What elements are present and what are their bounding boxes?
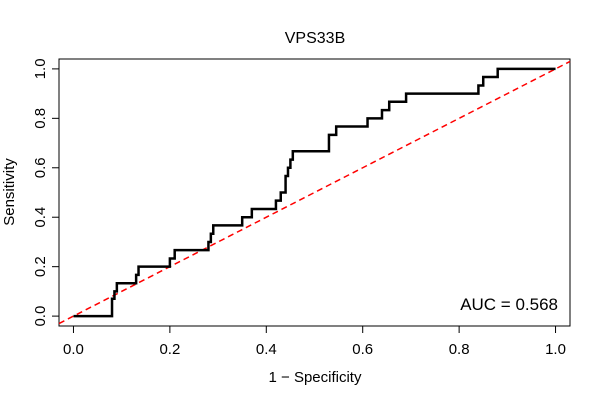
- x-tick-label: 1.0: [545, 341, 566, 358]
- x-tick-label: 0.6: [352, 341, 373, 358]
- x-axis: 0.0 0.2 0.4 0.6 0.8 1.0: [63, 325, 566, 358]
- y-tick-label: 0.2: [32, 256, 49, 277]
- auc-annotation: AUC = 0.568: [460, 295, 558, 314]
- y-tick-label: 0.8: [32, 108, 49, 129]
- x-tick-label: 0.8: [449, 341, 470, 358]
- y-axis-label: Sensitivity: [1, 158, 18, 226]
- x-tick-label: 0.0: [63, 341, 84, 358]
- y-tick-label: 0.4: [32, 207, 49, 228]
- series-group: [73, 67, 556, 318]
- plot-frame: [58, 58, 571, 327]
- roc-curve-line: [73, 67, 556, 318]
- y-tick-label: 1.0: [32, 58, 49, 79]
- x-tick-label: 0.4: [256, 341, 277, 358]
- y-axis: 0.0 0.2 0.4 0.6 0.8 1.0: [32, 58, 60, 327]
- chart-title: VPS33B: [285, 30, 345, 47]
- x-tick-label: 0.2: [159, 341, 180, 358]
- y-tick-label: 0.6: [32, 157, 49, 178]
- reference-diagonal-line: [58, 60, 571, 325]
- y-tick-label: 0.0: [32, 306, 49, 327]
- x-axis-label: 1 − Specificity: [269, 369, 362, 386]
